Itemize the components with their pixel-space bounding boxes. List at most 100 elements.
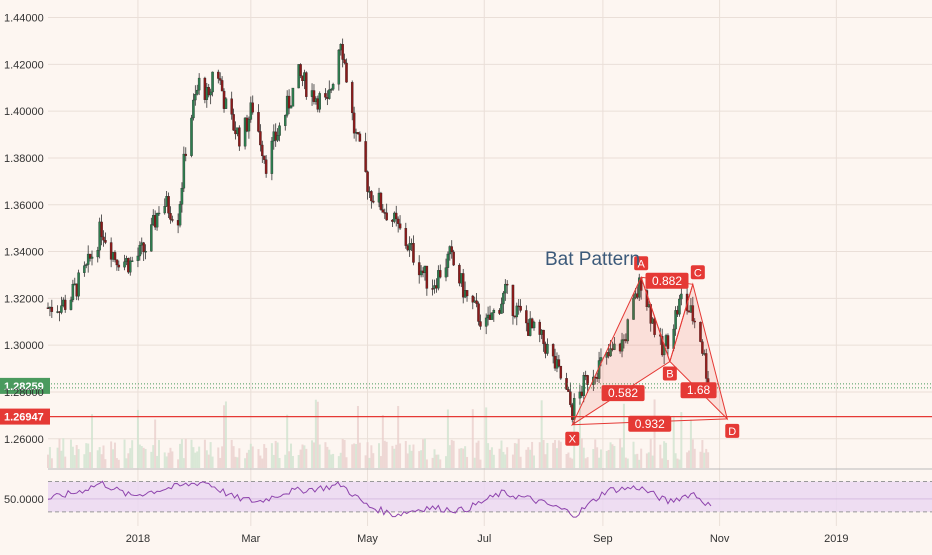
candle-body (350, 82, 354, 114)
volume-bar (471, 409, 474, 468)
candle-body (324, 93, 327, 98)
volume-bar (634, 454, 637, 468)
candle-body (699, 321, 702, 342)
volume-bar (437, 454, 440, 468)
volume-bar (345, 457, 348, 468)
volume-bar (232, 446, 235, 468)
bat-ratio-label: 0.582 (608, 386, 638, 400)
volume-bar (693, 448, 696, 468)
volume-bar (567, 452, 570, 468)
candle-body (678, 298, 681, 315)
volume-bar (136, 409, 139, 468)
volume-bar (85, 443, 88, 468)
volume-bar (337, 456, 340, 468)
candle-body (138, 244, 142, 257)
candle-body (270, 140, 274, 174)
volume-bar (674, 453, 677, 468)
candle-body (471, 295, 475, 303)
candle-body (666, 335, 670, 349)
candle-body (412, 243, 415, 263)
volume-bar (60, 450, 63, 468)
volume-bar (605, 450, 608, 468)
volume-bar (291, 455, 294, 468)
volume-bar (444, 456, 447, 468)
volume-bar (355, 444, 358, 468)
candle-body (551, 344, 555, 357)
candle-body (461, 273, 465, 298)
volume-bar (498, 448, 501, 468)
volume-bar (607, 449, 610, 468)
volume-bar (127, 453, 130, 468)
volume-bar (569, 457, 572, 468)
volume-bar (230, 439, 233, 468)
volume-bar (56, 447, 59, 468)
volume-bar (83, 454, 86, 468)
volume-bar (599, 449, 602, 468)
y-tick-label: 1.32000 (4, 293, 44, 305)
volume-bar (249, 443, 252, 468)
volume-bar (276, 442, 279, 468)
volume-bar (332, 453, 335, 468)
candle-body (163, 206, 166, 214)
candle-body (192, 99, 195, 119)
volume-bar (502, 451, 505, 468)
volume-bar (452, 440, 455, 468)
candle-body (195, 89, 199, 95)
volume-bar (559, 441, 562, 468)
candle-body (230, 98, 233, 115)
volume-bar (446, 409, 449, 468)
volume-bar (179, 443, 182, 468)
y-tick-label: 1.44000 (4, 13, 44, 25)
volume-bar (288, 451, 291, 468)
bat-ratio-label: 0.882 (652, 274, 682, 288)
volume-bar (125, 458, 128, 468)
volume-bar (209, 442, 212, 468)
candle-body (104, 240, 107, 243)
volume-bar (425, 459, 428, 468)
volume-bar (272, 454, 275, 468)
candle-body (136, 255, 140, 261)
candle-body (366, 171, 369, 192)
candle-layer (46, 38, 710, 425)
volume-bar (487, 443, 490, 468)
volume-bar (247, 449, 250, 468)
volume-bar (102, 445, 105, 468)
volume-bar (117, 459, 120, 468)
bat-point-marker (725, 423, 740, 438)
candle-body (609, 348, 612, 357)
bat-point-marker (690, 265, 705, 280)
volume-bar (142, 447, 145, 468)
volume-bar (676, 458, 679, 468)
volume-bar (341, 439, 344, 468)
candle-body (515, 305, 519, 318)
volume-bar (144, 448, 147, 468)
candle-body (209, 91, 212, 96)
volume-bar (368, 457, 371, 468)
volume-bar (205, 450, 208, 468)
volume-bar (131, 440, 134, 468)
candle-body (479, 321, 482, 327)
volume-bar (613, 445, 616, 468)
pattern-layer: X A B C D 0.882 0.582 1.68 0.932 (565, 256, 740, 446)
volume-bar (358, 442, 361, 468)
volume-bar (379, 456, 382, 468)
volume-bar (284, 454, 287, 468)
volume-bar (578, 401, 581, 468)
volume-bar (236, 457, 239, 468)
candle-body (167, 196, 170, 214)
candle-body (345, 62, 348, 83)
candle-body (71, 284, 75, 301)
candle-body (299, 64, 302, 76)
x-tick-label: May (357, 533, 378, 545)
y-tick-label: 1.30000 (4, 340, 44, 352)
candle-body (224, 98, 228, 109)
candle-body (144, 251, 147, 253)
volume-bar (397, 405, 400, 468)
volume-bar (433, 449, 436, 468)
y-tick-label: 1.26000 (4, 434, 44, 446)
candle-body (452, 251, 455, 266)
candle-body (180, 187, 184, 205)
volume-bar (180, 439, 183, 468)
volume-bar (626, 458, 629, 468)
candle-body (337, 49, 341, 85)
